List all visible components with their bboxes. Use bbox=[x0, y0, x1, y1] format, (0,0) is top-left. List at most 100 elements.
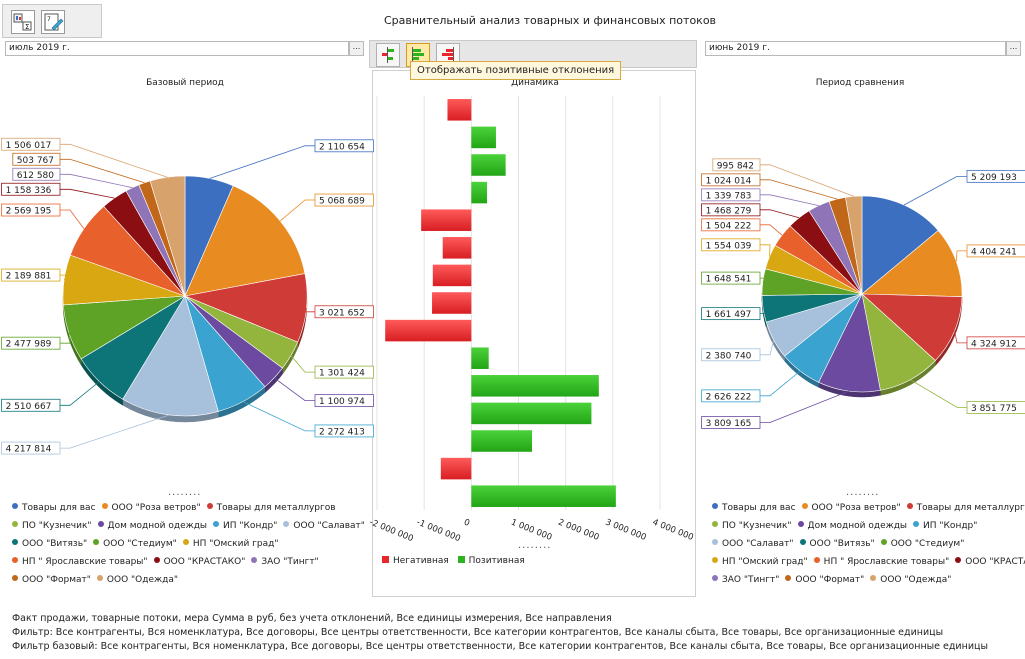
dynamics-tick-label: -2 000 000 bbox=[368, 518, 415, 545]
compare-slice[interactable] bbox=[845, 195, 863, 295]
positive-label: Позитивная bbox=[468, 556, 525, 566]
compare-legend-more[interactable]: ........ bbox=[846, 487, 880, 498]
compare-legend-swatch bbox=[870, 575, 877, 581]
base-label-leader bbox=[304, 308, 315, 313]
base-value-label: 2 510 667 bbox=[6, 402, 52, 412]
compare-legend-swatch bbox=[813, 557, 820, 563]
base-label-box bbox=[12, 167, 61, 181]
dynamics-bar-positive[interactable] bbox=[471, 430, 533, 452]
base-legend-item[interactable]: ПО "Кузнечик" bbox=[12, 521, 92, 531]
base-legend-item[interactable]: Дом модной одежды bbox=[97, 521, 208, 531]
dynamics-bar-negative[interactable] bbox=[447, 99, 472, 121]
base-slice[interactable] bbox=[184, 185, 306, 297]
compare-value-label: 4 324 912 bbox=[971, 339, 1017, 349]
base-legend-label: ООО "Стедиум" bbox=[103, 539, 177, 549]
base-legend-more[interactable]: ........ bbox=[168, 487, 202, 498]
dynamics-bar-negative[interactable] bbox=[432, 264, 472, 287]
dynamics-bar-positive[interactable] bbox=[471, 375, 599, 397]
base-legend-item[interactable]: ООО "Одежда" bbox=[96, 575, 178, 585]
compare-legend-item[interactable]: ООО "КРАСТАКО" bbox=[955, 557, 1025, 567]
dynamics-bar-positive[interactable] bbox=[471, 347, 489, 369]
compare-legend-item[interactable]: ООО "Одежда" bbox=[870, 575, 951, 585]
compare-label-leader bbox=[760, 339, 775, 356]
compare-period-field[interactable]: июнь 2019 г. bbox=[705, 41, 1006, 56]
dynamics-bar-positive[interactable] bbox=[471, 485, 616, 507]
base-legend-swatch bbox=[182, 539, 189, 545]
base-legend-label: ПО "Кузнечик" bbox=[22, 521, 92, 531]
compare-legend-item[interactable]: НП " Ярославские товары" bbox=[813, 557, 949, 567]
compare-legend-item[interactable]: ИП "Кондр" bbox=[913, 521, 977, 531]
dynamics-legend-more[interactable]: ........ bbox=[518, 540, 552, 551]
compare-label-box bbox=[966, 336, 1025, 350]
compare-legend-item[interactable]: Товары для металлургов bbox=[906, 503, 1025, 513]
base-legend-item[interactable]: ИП "Кондр" bbox=[213, 521, 277, 531]
base-value-label: 5 068 689 bbox=[319, 197, 365, 207]
dynamics-bar-negative[interactable] bbox=[385, 319, 472, 342]
base-period-select-button[interactable]: ... bbox=[349, 41, 364, 56]
compare-label-box bbox=[701, 218, 761, 232]
compare-legend-item[interactable]: ООО "Салават" bbox=[712, 539, 794, 549]
compare-legend-label: ПО "Кузнечик" bbox=[722, 521, 792, 531]
negative-label: Негативная bbox=[393, 556, 449, 566]
base-label-leader bbox=[60, 173, 133, 189]
dynamics-bar-positive[interactable] bbox=[471, 402, 592, 425]
base-value-label: 503 767 bbox=[17, 156, 54, 166]
compare-label-leader bbox=[760, 370, 801, 397]
base-legend-row: ООО "Витязь" ООО "Стедиум" НП "Омский град… bbox=[12, 539, 285, 549]
chart-table-icon[interactable]: Σ bbox=[11, 10, 35, 34]
compare-legend-item[interactable]: Дом модной одежды bbox=[797, 521, 907, 531]
base-legend-item[interactable]: ООО "Роза ветров" bbox=[101, 503, 201, 513]
compare-legend-label: ООО "Одежда" bbox=[880, 575, 952, 585]
base-legend-item[interactable]: ООО "Стедиум" bbox=[93, 539, 177, 549]
compare-value-label: 1 554 039 bbox=[706, 241, 752, 251]
base-value-labels: 2 110 654 5 068 689 3 021 652 1 301 424 1 10… bbox=[1, 137, 374, 455]
dynamics-bar-positive[interactable] bbox=[471, 181, 488, 204]
base-legend-item[interactable]: НП " Ярославские товары" bbox=[12, 557, 148, 567]
compare-legend-item[interactable]: НП "Омский град" bbox=[712, 557, 808, 567]
base-legend-swatch bbox=[96, 575, 103, 581]
compare-label-leader bbox=[955, 250, 967, 262]
base-legend-item[interactable]: Товары для металлургов bbox=[206, 503, 336, 513]
compare-legend-item[interactable]: ЗАО "Тингт" bbox=[712, 575, 779, 585]
dynamics-bar-negative[interactable] bbox=[440, 457, 472, 480]
base-label-leader bbox=[60, 158, 145, 184]
compare-value-label: 5 209 193 bbox=[971, 173, 1017, 183]
dynamics-bar-positive[interactable] bbox=[471, 154, 506, 176]
compare-legend-item[interactable]: Товары для вас bbox=[712, 503, 796, 513]
compare-legend-item[interactable]: ООО "Формат" bbox=[785, 575, 864, 585]
base-legend-label: Товары для вас bbox=[22, 503, 96, 513]
dynamics-bar-positive[interactable] bbox=[471, 126, 496, 149]
chart-edit-icon[interactable]: 7 bbox=[41, 10, 65, 34]
compare-period-select-button[interactable]: ... bbox=[1006, 41, 1021, 56]
base-legend-item[interactable]: Товары для вас bbox=[12, 503, 96, 513]
dynamics-bar-negative[interactable] bbox=[442, 237, 472, 259]
base-label-leader bbox=[60, 274, 72, 280]
base-legend-swatch bbox=[283, 521, 290, 527]
base-legend-item[interactable]: ООО "Салават" bbox=[283, 521, 365, 531]
compare-legend-item[interactable]: ООО "Роза ветров" bbox=[801, 503, 901, 513]
compare-slice[interactable] bbox=[861, 230, 963, 298]
base-legend-label: ООО "Одежда" bbox=[106, 575, 178, 585]
base-period-field[interactable]: июль 2019 г. bbox=[5, 41, 349, 56]
compare-slice[interactable] bbox=[861, 195, 939, 295]
base-slice[interactable] bbox=[122, 295, 219, 417]
compare-legend-item[interactable]: ООО "Витязь" bbox=[799, 539, 875, 549]
compare-legend-item[interactable]: ПО "Кузнечик" bbox=[712, 521, 792, 531]
all-deviations-icon[interactable] bbox=[376, 43, 400, 67]
base-value-label: 1 158 336 bbox=[6, 186, 52, 196]
base-legend-item[interactable]: ЗАО "Тингт" bbox=[251, 557, 319, 567]
dynamics-bar-negative[interactable] bbox=[421, 209, 472, 231]
legend-negative: Негативная bbox=[382, 556, 449, 566]
base-legend-item[interactable]: НП "Омский град" bbox=[182, 539, 279, 549]
dynamics-bar-negative[interactable] bbox=[432, 292, 472, 314]
base-legend-label: Дом модной одежды bbox=[107, 521, 208, 531]
base-legend-item[interactable]: ООО "Витязь" bbox=[12, 539, 87, 549]
compare-legend-item[interactable]: ООО "Стедиум" bbox=[880, 539, 964, 549]
compare-value-label: 1 504 222 bbox=[706, 221, 752, 231]
compare-label-box bbox=[701, 238, 761, 252]
compare-legend-swatch bbox=[712, 503, 718, 509]
base-legend-item[interactable]: ООО "Формат" bbox=[12, 575, 91, 585]
base-legend-item[interactable]: ООО "КРАСТАКО" bbox=[153, 557, 245, 567]
compare-legend-swatch bbox=[906, 503, 913, 509]
